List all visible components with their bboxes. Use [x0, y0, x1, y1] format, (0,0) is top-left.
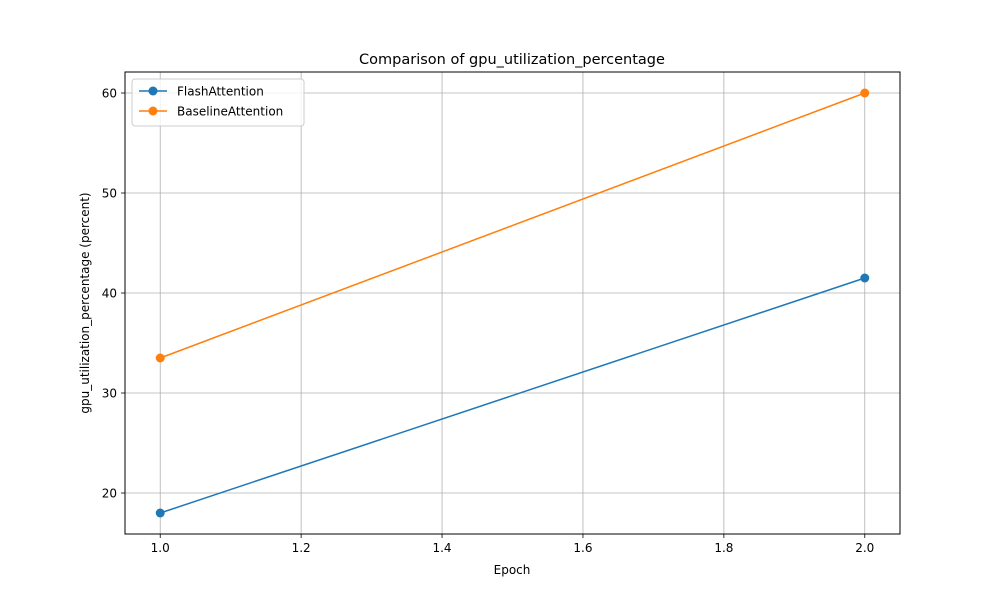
y-axis-ticks: 20 30 40 50 60 [102, 87, 125, 501]
x-axis-ticks: 1.0 1.2 1.4 1.6 1.8 2.0 [151, 534, 874, 555]
x-tick-label: 1.8 [714, 541, 733, 555]
legend-label-baselineattention: BaselineAttention [177, 105, 283, 119]
plot-area-frame [124, 71, 901, 535]
legend-marker-flashattention [148, 86, 158, 96]
data-point-flashattention [155, 508, 165, 518]
y-tick-label: 40 [102, 287, 117, 301]
y-tick-label: 20 [102, 487, 117, 501]
y-tick-label: 50 [102, 187, 117, 201]
x-tick-label: 1.4 [432, 541, 451, 555]
x-axis-label: Epoch [494, 563, 531, 577]
data-point-baselineattention [155, 353, 165, 363]
series-line-flashattention [159, 277, 866, 514]
legend-label-flashattention: FlashAttention [177, 85, 264, 99]
legend: FlashAttention BaselineAttention [131, 78, 305, 127]
legend-marker-baselineattention [148, 106, 158, 116]
x-tick-label: 2.0 [855, 541, 874, 555]
grid [125, 72, 900, 534]
data-point-baselineattention [860, 88, 870, 98]
x-tick-label: 1.2 [292, 541, 311, 555]
series [155, 88, 870, 518]
y-axis-label: gpu_utilization_percentage (percent) [78, 192, 92, 413]
x-tick-label: 1.6 [573, 541, 592, 555]
x-tick-label: 1.0 [151, 541, 170, 555]
y-tick-label: 60 [102, 87, 117, 101]
series-line-baselineattention [159, 92, 866, 359]
data-point-flashattention [860, 273, 870, 283]
chart-title: Comparison of gpu_utilization_percentage [359, 52, 665, 68]
y-tick-label: 30 [102, 387, 117, 401]
legend-box [131, 78, 305, 127]
